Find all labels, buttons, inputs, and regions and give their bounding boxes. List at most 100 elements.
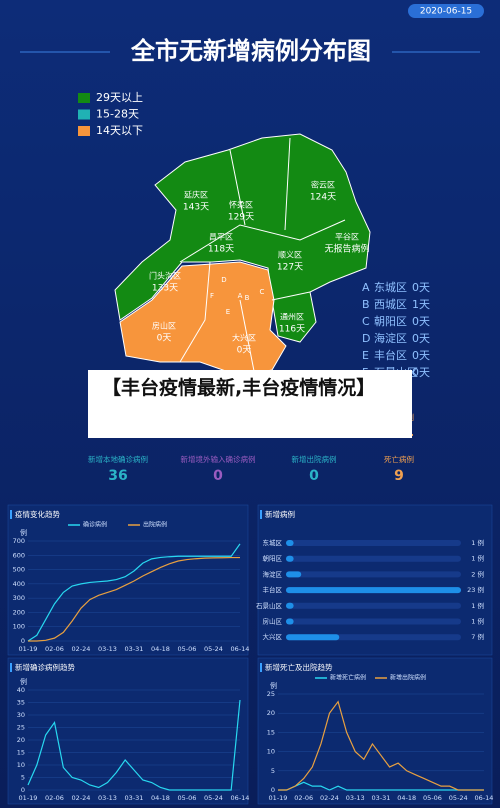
x-tick-label: 03-31 — [125, 645, 144, 653]
bar-track — [286, 618, 461, 625]
value-label: 1 例 — [471, 617, 484, 626]
y-tick-label: 500 — [13, 566, 25, 574]
y-tick-label: 25 — [17, 724, 25, 732]
y-tick-label: 30 — [17, 711, 25, 719]
panel — [7, 657, 249, 805]
list-days: 0天 — [412, 349, 430, 362]
bar — [286, 540, 294, 546]
stat-label: 新增出院病例 — [292, 454, 337, 464]
bar-track — [286, 602, 461, 609]
map-letter: E — [226, 308, 230, 316]
stat-label: 新增境外输入确诊病例 — [181, 454, 256, 464]
legend-label: 29天以上 — [96, 91, 143, 104]
list-name: 朝阳区 — [374, 315, 407, 328]
bar — [286, 571, 302, 578]
panel-marker — [10, 510, 12, 519]
x-tick-label: 02-24 — [72, 645, 91, 653]
y-tick-label: 35 — [17, 699, 25, 707]
y-tick-label: 15 — [267, 728, 275, 736]
list-code: A — [362, 281, 370, 294]
date: 2020-06-15 — [420, 7, 472, 17]
legend-label: 14天以下 — [96, 124, 143, 137]
stat-value: 0 — [213, 468, 223, 484]
y-tick-label: 0 — [21, 786, 25, 794]
x-tick-label: 05-06 — [178, 645, 197, 653]
value-label: 1 例 — [471, 554, 484, 563]
x-tick-label: 01-19 — [19, 794, 38, 802]
x-tick-label: 02-06 — [45, 794, 64, 802]
line — [28, 556, 240, 642]
x-tick-label: 05-24 — [449, 794, 468, 802]
district-name: 怀柔区 — [229, 200, 253, 210]
map-borders — [179, 137, 346, 377]
panel-marker — [260, 663, 262, 672]
panel-title: 新增确诊病例趋势 — [15, 662, 75, 672]
list-name: 海淀区 — [374, 331, 407, 345]
x-tick-label: 02-06 — [45, 645, 64, 653]
value-label: 1 例 — [471, 538, 484, 547]
district-days: 129天 — [228, 213, 254, 223]
line — [278, 781, 484, 791]
category-label: 房山区 — [263, 617, 283, 626]
list-name: 丰台区 — [374, 348, 407, 362]
legend-swatch — [78, 93, 90, 103]
panel — [7, 504, 249, 656]
y-tick-label: 200 — [13, 608, 25, 616]
district-name: 大兴区 — [232, 333, 256, 343]
value-label: 7 例 — [471, 632, 484, 641]
category-label: 朝阳区 — [263, 554, 283, 563]
y-tick-label: 10 — [267, 748, 275, 756]
list-days: 0天 — [412, 281, 430, 294]
title: 全市无新增病例分布图 — [130, 37, 371, 65]
district-name: 昌平区 — [209, 233, 233, 242]
district-days: 127天 — [277, 263, 303, 273]
district-days: 无报告病例 — [324, 243, 369, 255]
district-days: 118天 — [208, 245, 234, 255]
value-label: 1 例 — [471, 601, 484, 610]
y-unit: 例 — [20, 528, 27, 537]
banner: 【丰台疫情最新,丰台疫情情况】 — [88, 370, 412, 438]
x-tick-label: 06-14 — [475, 794, 494, 802]
district-days: 0天 — [157, 334, 172, 344]
bar-track — [286, 555, 461, 562]
y-tick-label: 5 — [271, 767, 275, 775]
x-tick-label: 05-06 — [423, 794, 442, 802]
district-days: 116天 — [279, 325, 305, 335]
district-days: 133天 — [152, 284, 178, 294]
x-tick-label: 06-14 — [231, 794, 250, 802]
list-days: 0天 — [412, 366, 430, 379]
bar — [286, 602, 294, 609]
value-label: 2 例 — [471, 569, 484, 578]
x-tick-label: 05-24 — [204, 794, 223, 802]
y-tick-label: 15 — [17, 749, 25, 757]
list-code: C — [362, 315, 370, 328]
y-tick-label: 40 — [17, 686, 25, 694]
district-name: 门头沟区 — [149, 271, 181, 281]
panel-title: 疫情变化趋势 — [15, 509, 60, 519]
value-label: 23 例 — [467, 585, 484, 594]
bar-track — [286, 540, 461, 546]
y-tick-label: 20 — [267, 709, 275, 717]
x-tick-label: 02-24 — [72, 794, 91, 802]
stat-value: 9 — [394, 468, 404, 484]
legend-label: 确诊病例 — [83, 521, 107, 529]
x-tick-label: 03-31 — [372, 794, 391, 802]
map-letter: F — [210, 292, 214, 300]
map-green — [114, 133, 371, 343]
panel-marker — [10, 663, 12, 672]
list-code: E — [362, 349, 369, 362]
district-name: 通州区 — [280, 312, 304, 322]
map-orange — [119, 261, 287, 377]
map-letter: A — [238, 292, 243, 300]
legend-label: 15-28天 — [96, 108, 139, 121]
x-tick-label: 01-19 — [19, 645, 38, 653]
x-tick-label: 02-24 — [320, 794, 339, 802]
x-tick-label: 03-13 — [98, 645, 117, 653]
legend-swatch — [78, 109, 90, 120]
date-badge — [408, 4, 484, 18]
district-days: 0天 — [237, 346, 252, 356]
stat-label: 死亡病例 — [384, 454, 414, 464]
x-tick-label: 04-18 — [397, 794, 416, 802]
legend-label: 新增出院病例 — [390, 674, 426, 682]
